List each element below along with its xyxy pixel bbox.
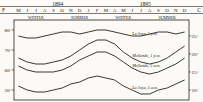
x-tick-label: M	[121, 8, 126, 13]
y-tick	[12, 50, 14, 51]
series-line	[18, 52, 184, 74]
x-tick-label: A	[43, 8, 47, 13]
season-label: SUMMER	[158, 15, 176, 20]
series-group	[18, 30, 184, 94]
x-tick-label: A	[148, 8, 152, 13]
series-line	[18, 30, 184, 38]
x-tick-label: M	[16, 8, 21, 13]
season-label: WINTER	[28, 15, 44, 20]
x-tick-label: D	[78, 8, 82, 13]
x-tick-label: S	[52, 8, 55, 13]
x-tick-label: N	[69, 8, 73, 13]
season-label: WINTER	[116, 15, 132, 20]
y2-tick-label: 20°	[192, 52, 199, 57]
year-label: 1895	[140, 1, 151, 7]
x-tick-label: M	[104, 8, 109, 13]
series-label: La Joya, 5 a.m.	[131, 85, 158, 91]
x-tick-label: S	[157, 8, 160, 13]
x-tick-label: J	[26, 8, 28, 13]
series-label: Mollendo, 5 a.m.	[131, 63, 161, 69]
series-label: La Joya, 1 p.m.	[131, 31, 158, 37]
x-tick-label: D	[183, 8, 187, 13]
x-tick-label: J	[131, 8, 133, 13]
y-tick-label: 70°	[5, 48, 12, 53]
x-tick-label: J	[87, 8, 89, 13]
y-tick-label: 60°	[5, 68, 12, 73]
y2-axis-label: C	[197, 7, 201, 13]
y2-tick-label: 15°	[192, 70, 199, 75]
x-tick-label: O	[165, 8, 169, 13]
series-line	[18, 76, 184, 94]
series-label: Mollendo, 1 p.m.	[131, 53, 161, 59]
header-rule	[0, 6, 203, 7]
y-tick	[12, 30, 14, 31]
plot-frame	[14, 20, 189, 100]
y-axis-label: F	[2, 7, 5, 13]
season-label: SUMMER	[71, 15, 89, 20]
chart: FC18941895MJJASONDJFMAMJJASONDWINTERSUMM…	[0, 0, 203, 102]
x-tick-label: J	[35, 8, 37, 13]
y-tick	[12, 90, 14, 91]
y-tick-label: 50°	[5, 88, 12, 93]
x-tick-label: O	[60, 8, 64, 13]
y2-tick-label: 10°	[192, 88, 199, 93]
y-tick	[12, 70, 14, 71]
x-tick-label: F	[96, 8, 99, 13]
x-tick-label: N	[174, 8, 178, 13]
x-tick-label: A	[113, 8, 117, 13]
year-label: 1894	[52, 1, 63, 7]
y-tick-label: 80°	[5, 28, 12, 33]
x-tick-label: J	[140, 8, 142, 13]
y2-tick-label: 25°	[192, 34, 199, 39]
